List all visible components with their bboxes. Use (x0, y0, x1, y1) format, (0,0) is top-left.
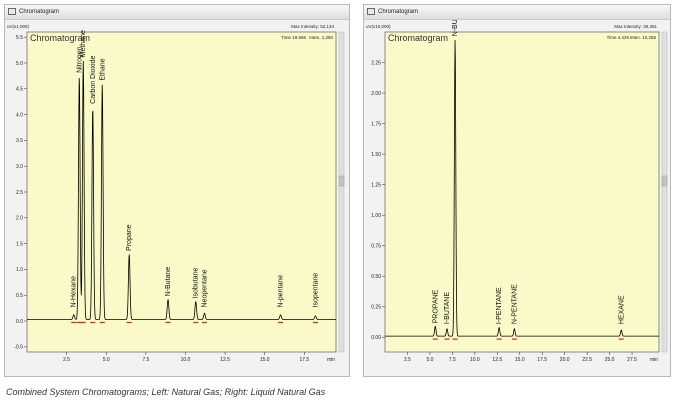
right-chromatogram-chart: uV(x10,000) Max Intensity: 30,351 Chromato… (366, 20, 668, 363)
peak-label: Methane (80, 30, 87, 57)
x-tick-label: 12.5 (220, 357, 230, 363)
right-window-titlebar: Chromatogram (364, 5, 670, 20)
y-tick-label: 4.5 (16, 87, 23, 93)
y-tick-label: 0.5 (16, 293, 23, 299)
vertical-scrollbar (661, 31, 668, 353)
y-tick-label: 4.0 (16, 112, 23, 118)
peak-label: Ethane (99, 58, 106, 80)
chromatogram-inner-title: Chromatogram (30, 33, 90, 43)
y-tick-label: 1.50 (371, 152, 381, 158)
y-tick-label: 5.5 (16, 35, 23, 41)
x-tick-label: 5.0 (426, 357, 433, 363)
y-tick-label: 5.0 (16, 61, 23, 67)
y-tick-label: 0.25 (371, 305, 381, 311)
chromatogram-trace (385, 40, 659, 337)
y-tick-label: 2.00 (371, 91, 381, 97)
chromatogram-trace (27, 60, 336, 320)
y-tick-label: 2.25 (371, 60, 381, 66)
chromatogram-app-icon (367, 8, 375, 15)
x-unit-label: min (650, 357, 658, 363)
x-tick-label: 5.0 (103, 357, 110, 363)
x-tick-label: 20.0 (560, 357, 570, 363)
scrollbar-thumb (338, 175, 345, 187)
left-window-title: Chromatogram (19, 9, 60, 15)
y-tick-label: 3.0 (16, 164, 23, 170)
y-unit-label: uV(x10,000) (366, 24, 391, 29)
time-readout: Time 4.426 (607, 35, 630, 40)
peak-label: N-BUTANE (452, 20, 459, 36)
y-tick-label: 1.00 (371, 213, 381, 219)
y-tick-label: 1.0 (16, 267, 23, 273)
left-chromatogram-window: Chromatogram uV(x1,000) Max Intensity: 52… (4, 4, 350, 377)
peak-label: I-PENTANE (496, 287, 503, 324)
peak-label: HEXANE (618, 295, 625, 324)
left-chromatogram-chart: uV(x1,000) Max Intensity: 52,134 Chromatog… (7, 24, 345, 363)
peak-label: I-BUTANE (444, 292, 451, 324)
y-unit-label: uV(x1,000) (7, 24, 30, 29)
intensity-readout: Inten. 1,250 (309, 35, 333, 40)
y-tick-label: -0.5 (14, 345, 23, 351)
peak-label: N-Hexane (71, 276, 78, 308)
y-tick-label: 1.75 (371, 121, 381, 127)
peak-label: Nitrogen (76, 46, 83, 73)
x-tick-label: 10.0 (470, 357, 480, 363)
time-readout: Time 19.666 (281, 35, 306, 40)
peak-label: Neopentane (201, 269, 208, 307)
x-tick-label: 2.5 (63, 357, 70, 363)
x-tick-label: 7.5 (142, 357, 149, 363)
y-tick-label: 0.0 (16, 319, 23, 325)
y-tick-label: 3.5 (16, 138, 23, 144)
y-tick-label: 0.00 (371, 335, 381, 341)
x-tick-label: 27.5 (627, 357, 637, 363)
figure-caption: Combined System Chromatograms; Left: Nat… (6, 387, 326, 397)
left-window-titlebar: Chromatogram (5, 5, 349, 20)
peak-label: N-Butane (165, 267, 172, 297)
x-tick-label: 17.5 (299, 357, 309, 363)
peak-label: Isopentane (312, 273, 319, 308)
x-tick-label: 2.5 (404, 357, 411, 363)
peak-label: Propane (126, 224, 133, 251)
x-unit-label: min (327, 357, 335, 363)
x-tick-label: 10.0 (181, 357, 191, 363)
x-tick-label: 15.0 (515, 357, 525, 363)
peak-label: N-pentane (278, 275, 285, 308)
scrollbar-thumb (661, 175, 668, 187)
right-chromatogram-window: Chromatogram uV(x10,000) Max Intensity: 3… (363, 4, 671, 377)
y-tick-label: 0.50 (371, 274, 381, 280)
right-window-title: Chromatogram (378, 9, 419, 15)
x-tick-label: 15.0 (260, 357, 270, 363)
peak-label: Carbon Dioxide (90, 55, 97, 103)
y-tick-label: 2.0 (16, 216, 23, 222)
x-tick-label: 12.5 (492, 357, 502, 363)
y-tick-label: 0.75 (371, 244, 381, 250)
x-tick-label: 25.0 (605, 357, 615, 363)
y-tick-label: 1.5 (16, 241, 23, 247)
peak-label: Isobutane (193, 268, 200, 299)
x-tick-label: 17.5 (537, 357, 547, 363)
x-tick-label: 22.5 (582, 357, 592, 363)
plot-area (384, 31, 660, 353)
vertical-scrollbar (338, 31, 345, 353)
intensity-readout: Inten. 10,255 (630, 35, 657, 40)
peak-label: N-PENTANE (511, 284, 518, 324)
max-intensity-label: Max Intensity: 30,351 (614, 24, 657, 29)
max-intensity-label: Max Intensity: 52,134 (291, 24, 334, 29)
chromatogram-inner-title: Chromatogram (388, 33, 448, 43)
y-tick-label: 1.25 (371, 182, 381, 188)
peak-label: PROPANE (432, 289, 439, 323)
x-tick-label: 7.5 (449, 357, 456, 363)
chromatogram-app-icon (8, 8, 16, 15)
y-tick-label: 2.5 (16, 190, 23, 196)
